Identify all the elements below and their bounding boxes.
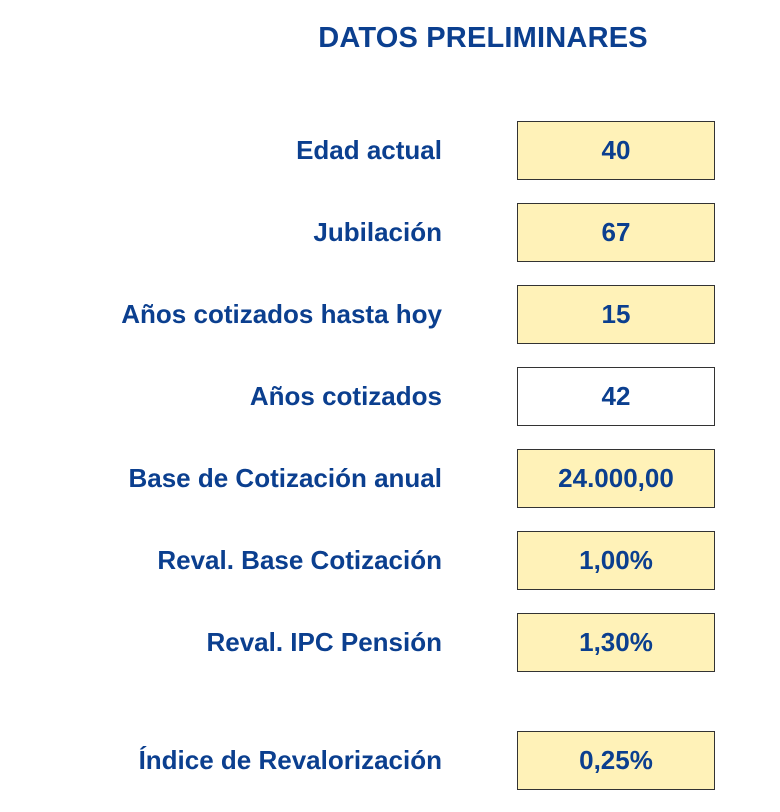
row-jubilacion: Jubilación 67 xyxy=(0,203,780,262)
base-cotizacion-anual-label: Base de Cotización anual xyxy=(128,463,442,493)
base-cotizacion-anual-input[interactable]: 24.000,00 xyxy=(517,449,715,508)
row-reval-ipc-pension: Reval. IPC Pensión 1,30% xyxy=(0,613,780,672)
row-base-cotizacion-anual: Base de Cotización anual 24.000,00 xyxy=(0,449,780,508)
edad-actual-label: Edad actual xyxy=(296,135,442,165)
indice-revalorizacion-input[interactable]: 0,25% xyxy=(517,731,715,790)
jubilacion-label: Jubilación xyxy=(313,217,442,247)
reval-base-cotizacion-input[interactable]: 1,00% xyxy=(517,531,715,590)
reval-ipc-pension-label: Reval. IPC Pensión xyxy=(206,627,442,657)
anos-cotizados-hasta-hoy-input[interactable]: 15 xyxy=(517,285,715,344)
jubilacion-input[interactable]: 67 xyxy=(517,203,715,262)
reval-ipc-pension-input[interactable]: 1,30% xyxy=(517,613,715,672)
page-title: DATOS PRELIMINARES xyxy=(318,22,648,54)
indice-revalorizacion-label: Índice de Revalorización xyxy=(138,745,442,775)
row-reval-base-cotizacion: Reval. Base Cotización 1,00% xyxy=(0,531,780,590)
row-edad-actual: Edad actual 40 xyxy=(0,121,780,180)
row-anos-cotizados-hasta-hoy: Años cotizados hasta hoy 15 xyxy=(0,285,780,344)
anos-cotizados-label: Años cotizados xyxy=(249,381,442,411)
row-anos-cotizados: Años cotizados 42 xyxy=(0,367,780,426)
anos-cotizados-hasta-hoy-label: Años cotizados hasta hoy xyxy=(121,299,442,329)
row-indice-revalorizacion: Índice de Revalorización 0,25% xyxy=(0,731,780,790)
reval-base-cotizacion-label: Reval. Base Cotización xyxy=(157,545,442,575)
anos-cotizados-value[interactable]: 42 xyxy=(517,367,715,426)
edad-actual-input[interactable]: 40 xyxy=(517,121,715,180)
